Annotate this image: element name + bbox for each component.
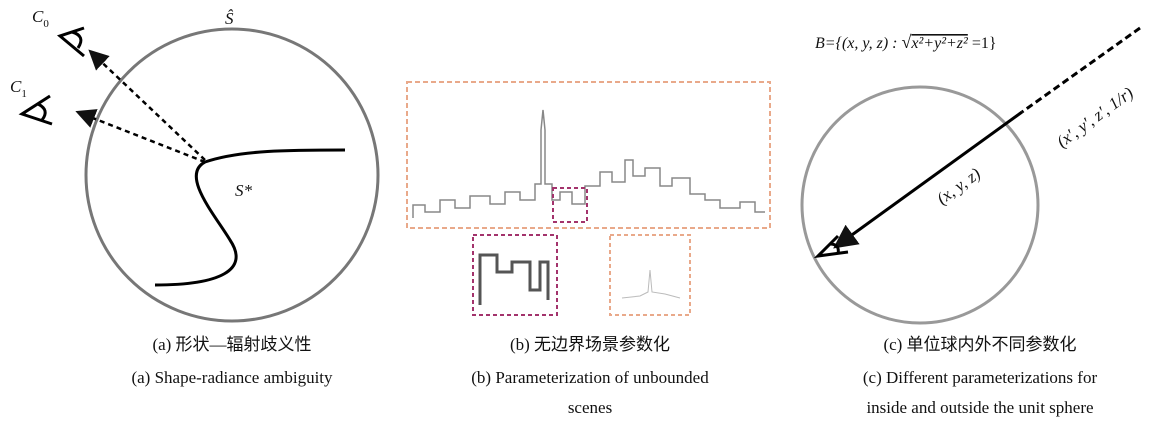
eye-icon (60, 28, 84, 56)
caption: (a) Shape-radiance ambiguity (131, 368, 333, 387)
caption: (c) 单位球内外不同参数化 (883, 335, 1076, 354)
skyline-small (622, 270, 680, 298)
ray (838, 112, 1022, 245)
text-part: 1 (21, 88, 27, 100)
text-part: x²+y²+z² (910, 35, 969, 52)
ray (92, 53, 205, 160)
coord-label: (x′, y′, z′, 1/r) (1053, 83, 1137, 151)
scene-circle (86, 29, 378, 321)
eye-icon (22, 96, 52, 124)
surface-label: Ŝ (225, 9, 234, 28)
eye-icon (818, 236, 848, 256)
panel-b: (b) 无边界场景参数化 (b) Parameterization of unb… (407, 82, 770, 417)
panel-a: C0 C1 Ŝ S* (a) 形状—辐射歧义性 (a) Shape-radian… (10, 7, 378, 387)
skyline (413, 110, 765, 218)
scene-box (407, 82, 770, 228)
zoom-box (473, 235, 557, 315)
caption: (a) 形状—辐射歧义性 (152, 335, 311, 354)
formula: B={(x, y, z) : √x²+y²+z² =1} (815, 32, 997, 52)
camera-label: C1 (10, 77, 27, 100)
caption: (b) 无边界场景参数化 (510, 335, 670, 354)
surface-label: S* (235, 181, 253, 200)
text-part: C (32, 7, 44, 26)
surface-curve (155, 150, 345, 285)
unit-sphere (802, 87, 1038, 323)
caption: (b) Parameterization of unbounded (471, 368, 709, 387)
zoom-box (553, 188, 587, 222)
caption: scenes (568, 398, 612, 417)
text-part: =1} (968, 35, 997, 52)
ray (80, 113, 205, 162)
text-part: B={(x, y, z) : (815, 35, 902, 52)
skyline-zoom (480, 255, 548, 305)
caption: (c) Different parameterizations for (863, 368, 1098, 387)
text-part: C (10, 77, 22, 96)
panel-c: B={(x, y, z) : √x²+y²+z² =1} (x, y, z) (… (802, 28, 1140, 417)
text-part: 0 (43, 18, 49, 30)
caption: inside and outside the unit sphere (866, 398, 1093, 417)
figure: C0 C1 Ŝ S* (a) 形状—辐射歧义性 (a) Shape-radian… (0, 0, 1149, 422)
camera-label: C0 (32, 7, 49, 30)
